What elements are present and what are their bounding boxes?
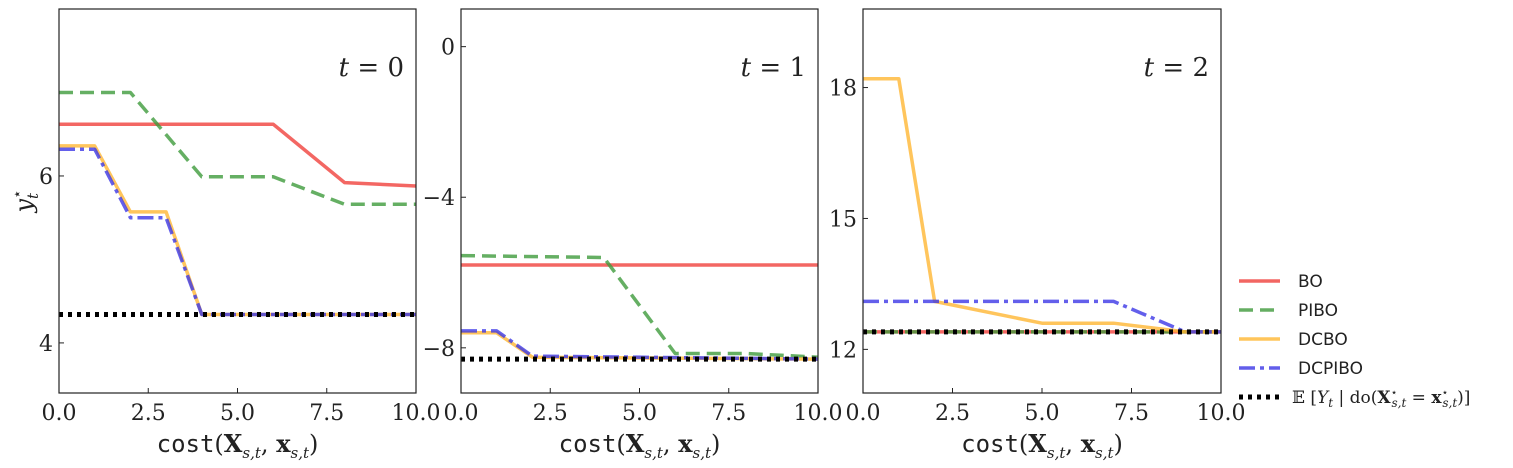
- series-line-dcbo: [59, 144, 416, 317]
- series-line-pibo: [461, 253, 818, 359]
- x-axis-title: cost(Xs,t, xs,t): [157, 429, 319, 462]
- series-line-bo: [59, 122, 416, 188]
- panel-label: t = 2: [1144, 53, 1209, 83]
- x-tick-label: 10.0: [392, 401, 441, 426]
- series-line-dcpibo: [59, 147, 416, 317]
- panel-label: t = 1: [741, 53, 806, 83]
- x-tick-label: 0.0: [42, 401, 77, 426]
- y-tick-label: 6: [39, 165, 53, 190]
- y-tick-label: −4: [423, 186, 455, 211]
- x-tick-label: 2.5: [533, 401, 568, 426]
- x-tick-label: 5.0: [1025, 401, 1060, 426]
- panel-2: 0.0 2.5 5.0 7.5 10.0 12 15 18 t = 2 cost(Xs,t, xs…: [829, 8, 1246, 462]
- panel-1: 0.0 2.5 5.0 7.5 10.0 −8 −4 0 t = 1 cost(Xs,t, xs,…: [423, 8, 843, 462]
- x-tick-label: 0.0: [444, 401, 479, 426]
- legend: BO PIBO DCBO DCPIBO 𝔼 [Yt | do(X⋆ s,t = x⋆ s,t…: [1239, 272, 1470, 410]
- legend-label: PIBO: [1298, 301, 1338, 321]
- legend-label: 𝔼 [Yt | do(X⋆ s,t = x⋆ s,t)]: [1292, 386, 1470, 410]
- series-group: [863, 77, 1221, 335]
- x-tick-label: 10.0: [794, 401, 843, 426]
- series-group: [59, 90, 416, 317]
- panel-label: t = 0: [339, 53, 404, 83]
- x-tick-label: 5.0: [220, 401, 255, 426]
- y-tick-label: 12: [829, 338, 857, 363]
- series-line-dcbo: [863, 77, 1221, 334]
- series-line-dcpibo: [863, 299, 1221, 334]
- x-axis-title: cost(Xs,t, xs,t): [961, 429, 1123, 462]
- x-tick-label: 0.0: [846, 401, 881, 426]
- x-tick-label: 7.5: [1114, 401, 1149, 426]
- series-line-dcpibo: [461, 329, 818, 361]
- legend-label: DCPIBO: [1298, 359, 1363, 379]
- series-line-pibo: [59, 90, 416, 207]
- x-tick-label: 7.5: [309, 401, 344, 426]
- x-tick-label: 5.0: [622, 401, 657, 426]
- series-group: [461, 253, 818, 362]
- x-tick-label: 2.5: [935, 401, 970, 426]
- x-tick-label: 7.5: [711, 401, 746, 426]
- legend-label: BO: [1298, 272, 1323, 292]
- x-axis-title: cost(Xs,t, xs,t): [559, 429, 721, 462]
- x-tick-label: 2.5: [131, 401, 166, 426]
- legend-label: DCBO: [1298, 330, 1348, 350]
- y-axis-title: yt⋆: [8, 190, 42, 214]
- y-tick-label: −8: [423, 337, 455, 362]
- series-line-dcbo: [461, 331, 818, 361]
- y-tick-label: 18: [829, 77, 857, 102]
- x-tick-label: 10.0: [1197, 401, 1246, 426]
- y-tick-label: 0: [441, 36, 455, 61]
- y-tick-label: 15: [829, 207, 857, 232]
- y-tick-label: 4: [39, 332, 53, 357]
- panel-0: 0.0 2.5 5.0 7.5 10.0 4 6 t = 0 cost(Xs,t, xs,t) y…: [8, 8, 441, 462]
